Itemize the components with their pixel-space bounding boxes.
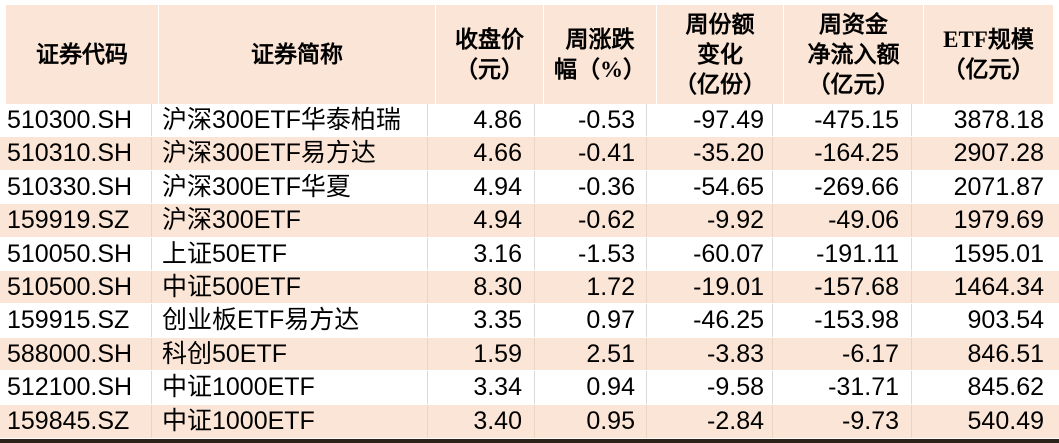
share-chg-cell: -60.07 xyxy=(647,237,773,270)
code-cell: 159915.SZ xyxy=(0,304,152,337)
table-row: 510500.SH 中证500ETF 8.30 1.72 -19.01 -157.68 14… xyxy=(0,270,1059,305)
net-inflow-cell: -191.11 xyxy=(773,237,912,270)
etf-scale-cell: 1979.69 xyxy=(953,206,1044,235)
etf-scale-cell: 903.54 xyxy=(967,306,1044,335)
code-cell: 512100.SH xyxy=(0,371,152,404)
column-header-share-chg: 周份额 变化 （亿份） xyxy=(657,5,783,104)
code-cell: 510300.SH xyxy=(0,104,152,137)
code-cell: 510500.SH xyxy=(0,270,152,304)
share-chg-cell: -97.49 xyxy=(647,104,773,137)
week-chg-cell: -0.62 xyxy=(535,204,647,237)
close-cell: 4.66 xyxy=(428,137,535,170)
share-chg-cell: -35.20 xyxy=(647,137,773,170)
close-cell: 4.86 xyxy=(428,104,535,137)
net-inflow-cell: -31.71 xyxy=(773,371,912,404)
name-cell: 沪深300ETF华泰柏瑞 xyxy=(152,104,428,137)
week-chg-cell: 0.95 xyxy=(535,404,647,438)
name-cell: 创业板ETF易方达 xyxy=(152,304,428,337)
share-chg-cell: -46.25 xyxy=(647,304,773,337)
share-chg-cell: -19.01 xyxy=(647,270,773,304)
share-chg-cell: -3.83 xyxy=(647,337,773,371)
code-cell: 510330.SH xyxy=(0,170,152,204)
etf-scale-cell: 540.49 xyxy=(967,406,1044,435)
table-row: 510300.SH 沪深300ETF华泰柏瑞 4.86 -0.53 -97.49 -475… xyxy=(0,104,1059,138)
net-inflow-cell: -157.68 xyxy=(773,270,912,304)
close-cell: 4.94 xyxy=(428,204,535,237)
table-body: 510300.SH 沪深300ETF华泰柏瑞 4.86 -0.53 -97.49 -475… xyxy=(0,104,1059,438)
net-inflow-cell: -153.98 xyxy=(773,304,912,337)
code-cell: 159919.SZ xyxy=(0,204,152,237)
close-cell: 3.16 xyxy=(428,237,535,270)
table-row: 510310.SH 沪深300ETF易方达 4.66 -0.41 -35.20 -164.… xyxy=(0,137,1059,171)
share-chg-cell: -9.58 xyxy=(647,371,773,404)
table-row: 159845.SZ 中证1000ETF 3.40 0.95 -2.84 -9.73 540.… xyxy=(0,404,1059,438)
week-chg-cell: -1.53 xyxy=(535,237,647,270)
column-header-code: 证券代码 xyxy=(6,5,158,104)
table-row: 159919.SZ 沪深300ETF 4.94 -0.62 -9.92 -49.06 197… xyxy=(0,204,1059,238)
name-cell: 中证500ETF xyxy=(152,270,428,304)
name-cell: 沪深300ETF xyxy=(152,204,428,237)
name-cell: 上证50ETF xyxy=(152,237,428,270)
week-chg-cell: 2.51 xyxy=(535,337,647,371)
code-cell: 159845.SZ xyxy=(0,404,152,438)
column-header-name: 证券简称 xyxy=(159,5,435,104)
week-chg-cell: 0.94 xyxy=(535,371,647,404)
etf-scale-cell: 2071.87 xyxy=(953,172,1044,201)
net-inflow-cell: -269.66 xyxy=(773,170,912,204)
week-chg-cell: -0.53 xyxy=(535,104,647,137)
etf-scale-cell: 846.51 xyxy=(967,339,1044,368)
code-cell: 510310.SH xyxy=(0,137,152,170)
etf-scale-cell: 2907.28 xyxy=(953,139,1044,168)
close-cell: 3.40 xyxy=(428,404,535,438)
net-inflow-cell: -164.25 xyxy=(773,137,912,170)
close-cell: 8.30 xyxy=(428,270,535,304)
name-cell: 沪深300ETF易方达 xyxy=(152,137,428,170)
week-chg-cell: -0.41 xyxy=(535,137,647,170)
share-chg-cell: -9.92 xyxy=(647,204,773,237)
etf-scale-cell: 3878.18 xyxy=(953,106,1044,134)
code-cell: 510050.SH xyxy=(0,237,152,270)
name-cell: 中证1000ETF xyxy=(152,404,428,438)
table-row: 588000.SH 科创50ETF 1.59 2.51 -3.83 -6.17 846.51 xyxy=(0,337,1059,372)
table-row: 510050.SH 上证50ETF 3.16 -1.53 -60.07 -191.11 15… xyxy=(0,237,1059,271)
code-cell: 588000.SH xyxy=(0,337,152,371)
net-inflow-cell: -49.06 xyxy=(773,204,912,237)
week-chg-cell: 1.72 xyxy=(535,270,647,304)
name-cell: 中证1000ETF xyxy=(152,371,428,404)
close-cell: 3.34 xyxy=(428,371,535,404)
close-cell: 4.94 xyxy=(428,170,535,204)
week-chg-cell: 0.97 xyxy=(535,304,647,337)
column-header-etf-scale: ETF规模 （亿元） xyxy=(924,5,1053,104)
table-header-row: 证券代码 证券简称 收盘价 （元） 周涨跌 幅（%） 周份额 变化 （亿份） 周资金 净流… xyxy=(0,0,1059,104)
column-header-net-inflow: 周资金 净流入额 （亿元） xyxy=(784,5,923,104)
close-cell: 1.59 xyxy=(428,337,535,371)
table-row: 512100.SH 中证1000ETF 3.34 0.94 -9.58 -31.71 845… xyxy=(0,371,1059,405)
net-inflow-cell: -475.15 xyxy=(773,104,912,137)
table-row: 510330.SH 沪深300ETF华夏 4.94 -0.36 -54.65 -269.6… xyxy=(0,170,1059,205)
net-inflow-cell: -9.73 xyxy=(773,404,912,438)
name-cell: 沪深300ETF华夏 xyxy=(152,170,428,204)
share-chg-cell: -54.65 xyxy=(647,170,773,204)
net-inflow-cell: -6.17 xyxy=(773,337,912,371)
table-row: 159915.SZ 创业板ETF易方达 3.35 0.97 -46.25 -153.98 9… xyxy=(0,304,1059,338)
name-cell: 科创50ETF xyxy=(152,337,428,371)
column-header-week-chg: 周涨跌 幅（%） xyxy=(544,5,656,104)
etf-scale-cell: 1595.01 xyxy=(953,239,1044,268)
column-header-close: 收盘价 （元） xyxy=(436,5,543,104)
week-chg-cell: -0.36 xyxy=(535,170,647,204)
etf-scale-cell: 1464.34 xyxy=(953,272,1044,301)
share-chg-cell: -2.84 xyxy=(647,404,773,438)
close-cell: 3.35 xyxy=(428,304,535,337)
etf-scale-cell: 845.62 xyxy=(967,373,1044,402)
